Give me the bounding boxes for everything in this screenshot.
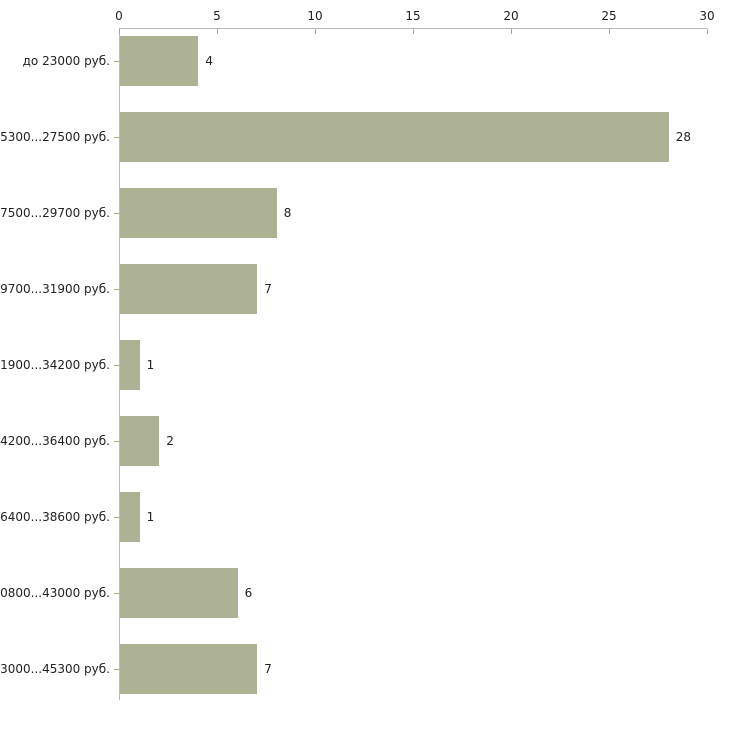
x-axis-tick (315, 29, 316, 34)
y-axis-category-label: 40800...43000 руб. (0, 586, 110, 600)
bar[interactable] (120, 112, 669, 162)
x-axis-tick-label: 5 (213, 9, 221, 23)
y-axis-tick (114, 213, 119, 214)
x-axis-tick (511, 29, 512, 34)
y-axis-tick (114, 365, 119, 366)
y-axis-tick (114, 137, 119, 138)
y-axis-category-label: до 23000 руб. (22, 54, 110, 68)
y-axis-tick (114, 441, 119, 442)
x-axis-tick (707, 29, 708, 34)
bar[interactable] (120, 568, 238, 618)
y-axis-tick (114, 593, 119, 594)
bar[interactable] (120, 264, 258, 314)
x-axis-tick-label: 10 (307, 9, 323, 23)
bar[interactable] (120, 188, 277, 238)
y-axis-category-label: 25300...27500 руб. (0, 130, 110, 144)
x-axis-tick (217, 29, 218, 34)
x-axis-tick-label: 20 (503, 9, 519, 23)
y-axis-tick (114, 517, 119, 518)
bar[interactable] (120, 340, 140, 390)
y-axis-category-label: 43000...45300 руб. (0, 662, 110, 676)
x-axis-tick-label: 0 (115, 9, 123, 23)
y-axis-category-label: 27500...29700 руб. (0, 206, 110, 220)
bar-value-label: 6 (244, 586, 253, 600)
bar[interactable] (120, 36, 199, 86)
x-axis-tick-label: 15 (405, 9, 421, 23)
x-axis-line (119, 28, 707, 29)
bar[interactable] (120, 416, 160, 466)
y-axis-tick (114, 61, 119, 62)
y-axis-line (119, 28, 120, 700)
bar-value-label: 28 (675, 130, 692, 144)
bar-value-label: 1 (146, 510, 155, 524)
bar-value-label: 7 (264, 662, 272, 676)
bar-value-label: 1 (146, 358, 155, 372)
y-axis-category-label: 29700...31900 руб. (0, 282, 110, 296)
y-axis-category-label: 34200...36400 руб. (0, 434, 110, 448)
x-axis-tick (413, 29, 414, 34)
bar[interactable] (120, 644, 258, 694)
y-axis-category-label: 36400...38600 руб. (0, 510, 110, 524)
x-axis-tick-label: 25 (601, 9, 617, 23)
x-axis-tick-label: 30 (699, 9, 715, 23)
y-axis-tick (114, 289, 119, 290)
bar-value-label: 8 (283, 206, 292, 220)
x-axis-tick (609, 29, 610, 34)
x-axis-tick (119, 29, 120, 34)
bar-value-label: 4 (205, 54, 214, 68)
y-axis-category-label: 31900...34200 руб. (0, 358, 110, 372)
bar-value-label: 2 (166, 434, 174, 448)
bar-value-label: 7 (264, 282, 272, 296)
bar[interactable] (120, 492, 140, 542)
y-axis-tick (114, 669, 119, 670)
